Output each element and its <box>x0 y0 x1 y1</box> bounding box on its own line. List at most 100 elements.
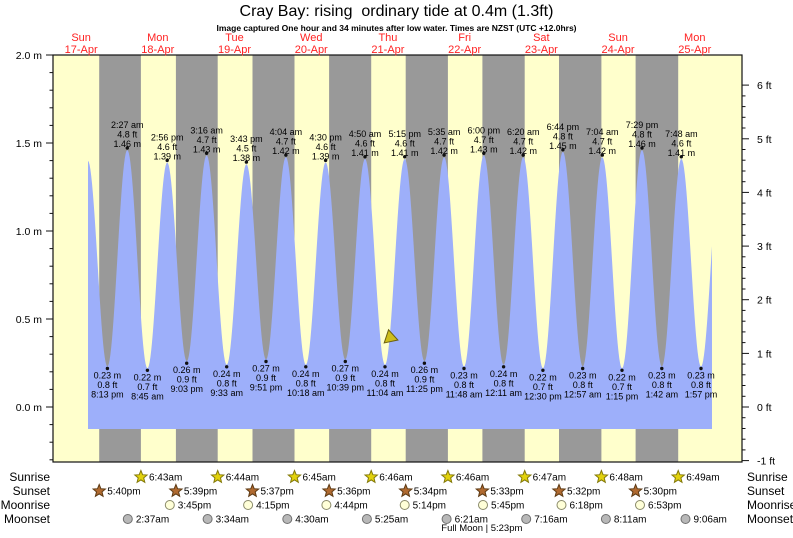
high-tide-label: 7:29 pm4.8 ft1.46 m <box>626 120 659 150</box>
tide-height-ft-label: 0.9 ft <box>414 375 435 385</box>
sunset-star-icon <box>245 483 260 498</box>
left-axis-label: 0.0 m <box>16 402 43 414</box>
sun-moon-time-label: 3:45pm <box>178 501 211 512</box>
tide-extreme-dot <box>462 366 466 371</box>
tide-height-ft-label: 0.8 ft <box>573 380 594 390</box>
tide-height-ft-label: 0.8 ft <box>217 378 238 388</box>
tide-height-ft-label: 4.5 ft <box>236 144 257 154</box>
tide-height-ft-label: 4.8 ft <box>632 130 653 140</box>
tide-height-m-label: 0.27 m <box>332 363 360 373</box>
moonset-circle-icon <box>600 514 611 524</box>
sun-moon-time-label: 6:21am <box>455 515 488 526</box>
sun-moon-time-label: 6:43am <box>149 473 182 484</box>
sun-moon-time-label: 6:49am <box>686 473 719 484</box>
high-tide-label: 5:15 pm4.6 ft1.41 m <box>388 129 421 159</box>
tide-extreme-dot <box>304 365 308 369</box>
tide-extreme-dot <box>264 359 268 364</box>
tide-time-label: 12:11 am <box>485 388 522 398</box>
tide-time-label: 3:43 pm <box>230 134 263 144</box>
tide-extreme-dot <box>442 153 446 157</box>
tide-height-ft-label: 0.7 ft <box>533 382 554 392</box>
tide-time-label: 12:57 am <box>564 390 602 400</box>
right-axis-label: 6 ft <box>757 80 772 92</box>
row-label-moonrise-right: Moonrise <box>747 498 793 512</box>
tide-time-label: 1:42 am <box>646 390 679 400</box>
tide-height-ft-label: 0.9 ft <box>256 373 277 383</box>
moonrise-circle-icon <box>321 500 332 510</box>
tide-height-ft-label: 0.8 ft <box>454 380 475 390</box>
tide-height-ft-label: 4.8 ft <box>117 130 138 140</box>
tide-height-m-label: 0.27 m <box>252 363 280 373</box>
tide-extreme-dot <box>422 361 427 365</box>
tide-height-m-label: 1.43 m <box>470 144 498 154</box>
tide-time-label: 9:33 am <box>210 388 243 398</box>
tide-time-label: 6:20 am <box>507 127 540 137</box>
tide-time-label: 7:48 am <box>665 129 698 139</box>
tide-height-ft-label: 4.6 ft <box>355 138 376 148</box>
right-axis-label: 1 ft <box>757 348 772 360</box>
moonset-circle-icon <box>282 514 293 524</box>
sunrise-star-icon <box>363 469 379 484</box>
tide-height-ft-label: 4.7 ft <box>474 135 495 145</box>
sun-moon-time-label: 6:53pm <box>648 501 681 512</box>
moonrise-circle-icon <box>243 500 254 510</box>
tide-time-label: 2:27 am <box>111 120 144 130</box>
moonset-circle-icon <box>521 514 532 524</box>
tide-height-m-label: 0.24 m <box>292 369 320 379</box>
tide-height-m-label: 1.42 m <box>272 146 300 156</box>
low-tide-label: 0.24 m0.8 ft9:33 am <box>210 365 243 398</box>
tide-time-label: 7:04 am <box>586 127 619 137</box>
day-date-label: 25-Apr <box>678 44 711 56</box>
day-date-label: 17-Apr <box>65 44 98 56</box>
tide-height-ft-label: 4.8 ft <box>553 131 574 141</box>
tide-extreme-dot <box>145 368 150 372</box>
tide-extreme-dot <box>482 151 486 155</box>
tide-time-label: 9:51 pm <box>250 382 283 392</box>
row-label-moonset-right: Moonset <box>747 512 793 526</box>
tide-time-label: 11:04 am <box>367 388 404 398</box>
day-date-label: 19-Apr <box>218 44 251 56</box>
sunrise-star-icon <box>593 469 609 484</box>
tide-extreme-dot <box>501 365 506 369</box>
tide-height-ft-label: 4.7 ft <box>197 135 218 145</box>
tide-time-label: 12:30 pm <box>524 391 562 401</box>
tide-time-label: 4:50 am <box>349 129 382 139</box>
page-title: Cray Bay: rising ordinary tide at 0.4m (… <box>239 3 554 20</box>
left-axis-label: 1.0 m <box>16 226 43 238</box>
tide-height-m-label: 0.26 m <box>411 365 439 375</box>
tide-height-ft-label: 4.6 ft <box>316 142 337 152</box>
day-date-label: 21-Apr <box>371 44 404 56</box>
sun-moon-time-label: 7:16am <box>534 515 567 526</box>
tide-height-ft-label: 4.7 ft <box>513 137 534 147</box>
tide-extreme-dot <box>600 153 604 157</box>
moonset-circle-icon <box>202 514 213 524</box>
sun-moon-time-label: 5:32pm <box>567 487 600 498</box>
high-tide-label: 5:35 am4.7 ft1.42 m <box>428 127 460 157</box>
tide-height-m-label: 0.23 m <box>569 371 597 381</box>
sun-moon-time-label: 5:30pm <box>644 487 677 498</box>
tide-time-label: 3:16 am <box>190 125 223 135</box>
sunrise-star-icon <box>287 469 302 484</box>
moonrise-circle-icon <box>635 500 645 510</box>
tide-time-label: 8:45 am <box>131 391 164 401</box>
sunrise-star-icon <box>670 469 686 484</box>
tide-height-ft-label: 0.8 ft <box>652 380 673 390</box>
low-tide-label: 0.23 m0.8 ft1:42 am <box>646 366 679 400</box>
tide-height-ft-label: 0.8 ft <box>296 378 317 388</box>
left-axis-label: 1.5 m <box>16 138 43 150</box>
tide-time-label: 7:29 pm <box>626 120 659 130</box>
tide-height-ft-label: 0.8 ft <box>691 380 712 390</box>
tide-height-m-label: 0.24 m <box>213 369 241 379</box>
full-moon-label: Full Moon | 5:23pm <box>441 523 522 534</box>
day-name-label: Thu <box>378 32 397 44</box>
sunset-star-icon <box>168 483 184 498</box>
sunset-star-icon <box>628 483 644 498</box>
tide-extreme-dot <box>323 158 328 163</box>
high-tide-label: 3:16 am4.7 ft1.43 m <box>190 125 223 155</box>
sunrise-star-icon <box>517 469 533 484</box>
tide-height-ft-label: 0.9 ft <box>335 373 356 383</box>
high-tide-label: 6:20 am4.7 ft1.42 m <box>507 127 540 157</box>
